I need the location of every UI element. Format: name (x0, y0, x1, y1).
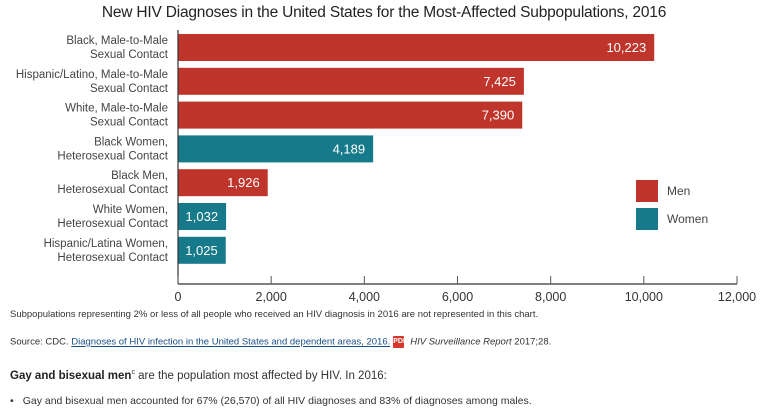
category-label: Hispanic/Latina Women, (44, 238, 168, 250)
bar-value-label: 10,223 (606, 40, 646, 55)
category-label: White Women, (93, 204, 168, 216)
category-label: Black Men, (111, 170, 168, 182)
bar-value-label: 4,189 (333, 141, 366, 156)
footnote-ref[interactable]: c (131, 369, 135, 376)
category-label: Black Women, (94, 136, 168, 148)
category-label: Sexual Contact (90, 117, 169, 129)
summary-bold: Gay and bisexual men (10, 369, 132, 382)
legend-swatch-men (636, 180, 658, 202)
category-label: Heterosexual Contact (57, 218, 168, 230)
pdf-icon[interactable]: PDF (393, 336, 407, 348)
chart-footnote: Subpopulations representing 2% or less o… (10, 309, 539, 320)
summary-text: Gay and bisexual menc are the population… (10, 369, 387, 382)
x-tick-label: 4,000 (349, 290, 380, 304)
bar-value-label: 7,425 (483, 74, 516, 89)
summary-rest: are the population most affected by HIV.… (134, 369, 387, 382)
bar (178, 169, 268, 197)
category-label: Heterosexual Contact (57, 252, 168, 264)
source-prefix: Source: CDC. (10, 336, 72, 348)
bar-value-label: 1,926 (227, 175, 260, 190)
x-tick-label: 2,000 (256, 290, 287, 304)
x-tick-label: 6,000 (442, 290, 473, 304)
bar-value-label: 1,025 (185, 243, 218, 258)
source-link[interactable]: Diagnoses of HIV infection in the United… (71, 336, 391, 348)
source-citation: Source: CDC. Diagnoses of HIV infection … (10, 336, 551, 348)
category-label: Sexual Contact (90, 49, 169, 61)
category-label: Heterosexual Contact (57, 150, 168, 162)
legend-label-women: Women (667, 212, 708, 226)
legend-label-men: Men (667, 184, 690, 198)
x-tick-label: 8,000 (535, 290, 566, 304)
bar-chart: 10,223 7,425 7,390 4,189 1,926 1,032 1,025 Bla… (16, 30, 756, 304)
category-label: Heterosexual Contact (57, 184, 168, 196)
x-tick-label: 10,000 (625, 290, 663, 304)
bullet-text: Gay and bisexual men accounted for 67% (… (22, 395, 532, 407)
category-label: White, Male-to-Male (65, 103, 168, 115)
category-label: Sexual Contact (90, 83, 169, 95)
bar-value-label: 1,032 (186, 209, 219, 224)
bar (178, 101, 523, 129)
bar (178, 67, 524, 95)
bar (178, 135, 374, 163)
category-label: Hispanic/Latino, Male-to-Male (16, 69, 168, 81)
bar-value-label: 7,390 (482, 108, 515, 123)
report-title: HIV Surveillance Report (410, 336, 512, 348)
bar (178, 236, 226, 264)
chart-title: New HIV Diagnoses in the United States f… (101, 4, 667, 21)
x-tick-label: 12,000 (718, 290, 756, 304)
bullet-item: • Gay and bisexual men accounted for 67% … (10, 395, 532, 407)
bar (178, 203, 227, 230)
bar (178, 34, 655, 61)
report-cite: 2017;28. (511, 336, 552, 348)
bullet-dot: • (10, 395, 14, 407)
legend-swatch-women (636, 208, 658, 230)
category-label: Black, Male-to-Male (66, 35, 168, 47)
x-tick-label: 0 (175, 290, 182, 304)
